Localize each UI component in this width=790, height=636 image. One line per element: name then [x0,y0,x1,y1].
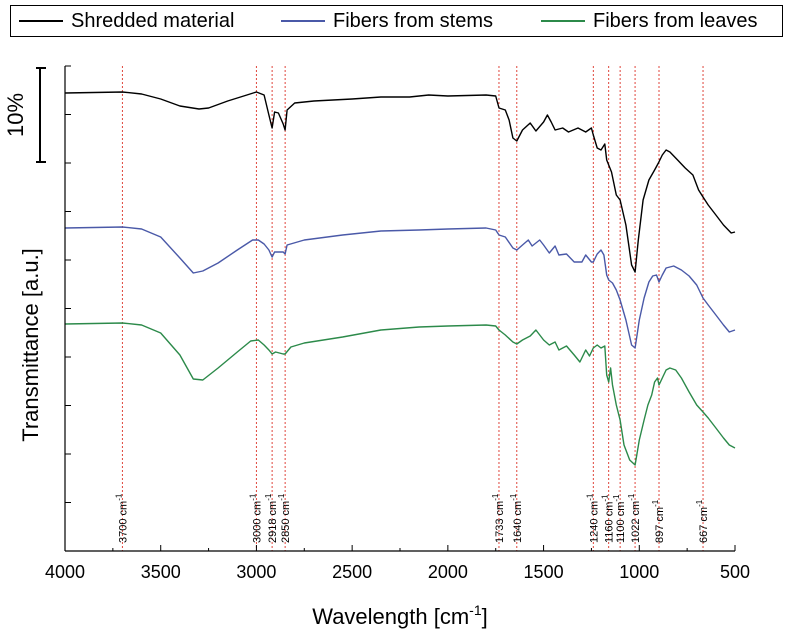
legend-label: Shredded material [71,9,235,32]
reference-line-label: 1022 cm-1 [627,493,642,543]
reference-line-label: 1160 cm-1 [601,494,616,543]
y-axis-label: Transmittance [a.u.] [18,248,43,442]
x-tick-label: 1000 [619,562,659,582]
reference-line-label: 1240 cm-1 [585,493,600,543]
x-tick-label: 4000 [45,562,85,582]
x-tick-label: 3500 [141,562,181,582]
x-tick-label: 2500 [332,562,372,582]
legend: Shredded material Fibers from stems Fibers… [10,5,783,37]
series-line [64,91,736,273]
series-line [64,322,736,466]
reference-line-label: 897 cm-1 [651,499,666,543]
scale-bar-label: 10% [3,92,29,138]
reference-line-label: 1733 cm-1 [491,493,506,543]
reference-line-label: 667 cm-1 [695,499,710,543]
reference-line-label: 2850 cm-1 [277,493,292,543]
legend-item: Shredded material [19,10,234,32]
legend-swatch [19,20,63,22]
legend-item: Fibers from leaves [541,10,758,32]
reference-line-label: 3700 cm-1 [114,493,129,543]
reference-line-label: 2918 cm-1 [264,493,279,543]
series-line [64,226,736,349]
legend-swatch [541,20,585,22]
x-tick-label: 500 [720,562,750,582]
x-axis-label: Wavelength [cm-1] [312,602,488,629]
x-tick-label: 2000 [428,562,468,582]
legend-label: Fibers from leaves [593,9,758,32]
legend-item: Fibers from stems [281,10,493,32]
reference-line-label: 1640 cm-1 [509,493,524,543]
reference-line-label: 1100 cm-1 [612,494,627,543]
legend-swatch [281,20,325,22]
reference-line-label: 3000 cm-1 [248,493,263,543]
legend-label: Fibers from stems [333,9,494,32]
x-tick-label: 1500 [524,562,564,582]
x-tick-label: 3000 [236,562,276,582]
